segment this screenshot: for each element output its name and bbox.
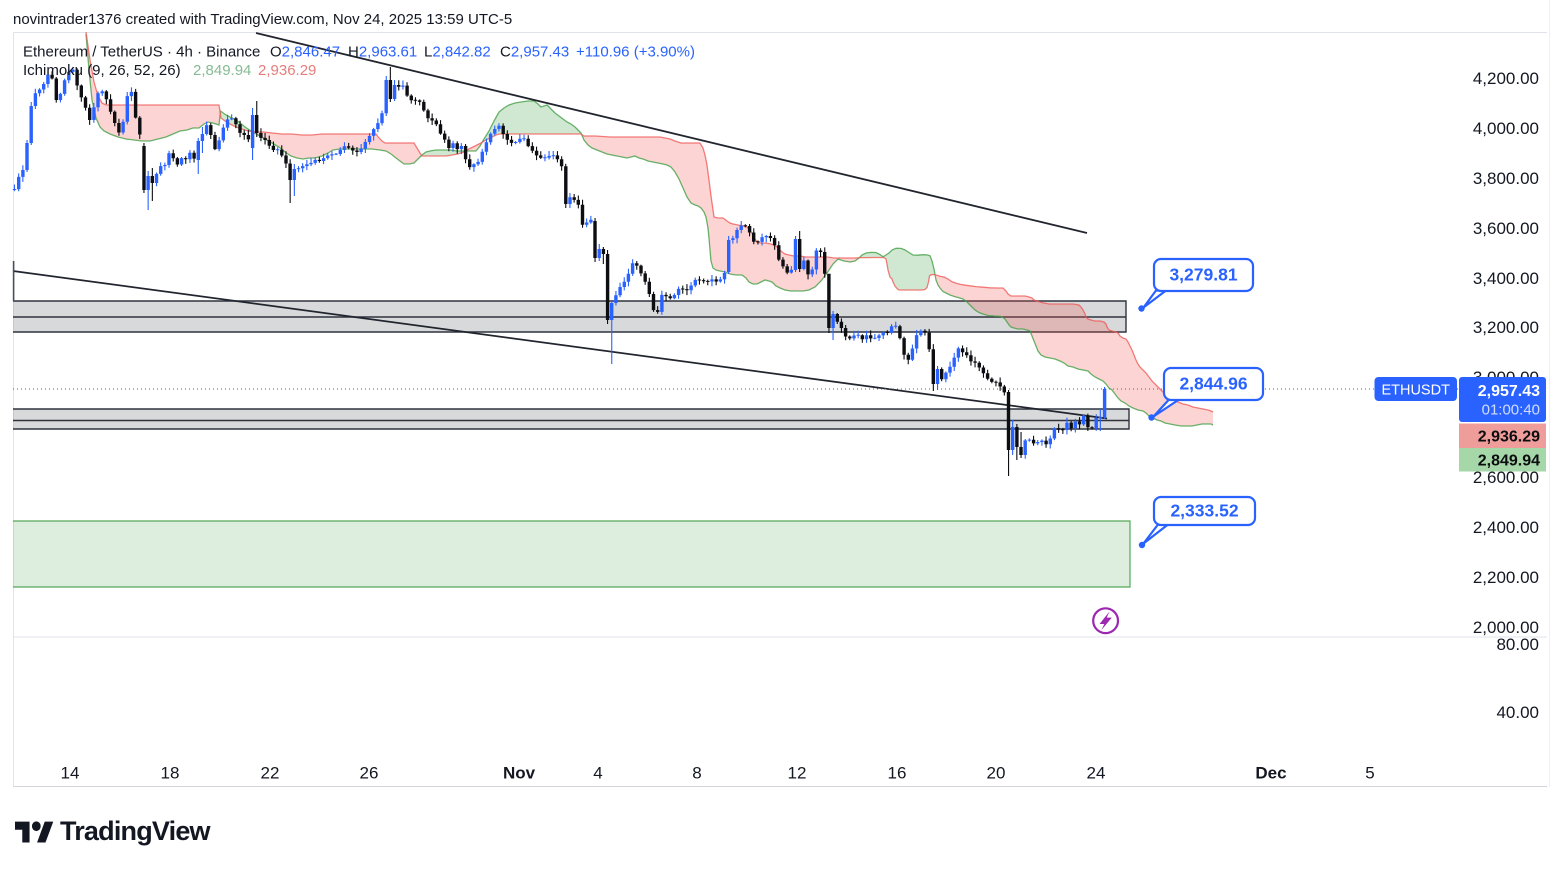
svg-text:16: 16 [888, 764, 907, 783]
svg-text:2,400.00: 2,400.00 [1473, 518, 1539, 537]
svg-text:2,844.96: 2,844.96 [1179, 374, 1247, 394]
svg-text:14: 14 [61, 764, 80, 783]
svg-text:3,400.00: 3,400.00 [1473, 269, 1539, 288]
svg-text:8: 8 [692, 764, 701, 783]
svg-text:TradingView: TradingView [60, 816, 212, 846]
svg-text:3,800.00: 3,800.00 [1473, 169, 1539, 188]
svg-text:2,000.00: 2,000.00 [1473, 618, 1539, 637]
svg-text:ETHUSDT: ETHUSDT [1381, 383, 1450, 399]
svg-text:4,000.00: 4,000.00 [1473, 119, 1539, 138]
svg-text:20: 20 [987, 764, 1006, 783]
svg-text:2,200.00: 2,200.00 [1473, 568, 1539, 587]
svg-text:O2,846.47: O2,846.47 [270, 44, 340, 61]
svg-text:novintrader1376 created with T: novintrader1376 created with TradingView… [13, 11, 512, 28]
svg-text:2,936.29: 2,936.29 [1478, 429, 1540, 446]
svg-text:4: 4 [593, 764, 602, 783]
svg-text:4,200.00: 4,200.00 [1473, 69, 1539, 88]
svg-text:2,849.94: 2,849.94 [1478, 453, 1540, 470]
svg-text:H2,963.61: H2,963.61 [348, 44, 417, 61]
svg-text:2,957.43: 2,957.43 [1478, 383, 1540, 400]
svg-text:Dec: Dec [1255, 764, 1286, 783]
svg-text:24: 24 [1087, 764, 1106, 783]
svg-text:2,936.29: 2,936.29 [258, 62, 316, 79]
svg-text:Nov: Nov [503, 764, 536, 783]
svg-text:2,849.94: 2,849.94 [193, 62, 251, 79]
svg-text:3,200.00: 3,200.00 [1473, 318, 1539, 337]
svg-text:26: 26 [360, 764, 379, 783]
svg-text:40.00: 40.00 [1496, 703, 1539, 722]
svg-text:3,600.00: 3,600.00 [1473, 219, 1539, 238]
svg-text:5: 5 [1365, 764, 1374, 783]
svg-text:+110.96 (+3.90%): +110.96 (+3.90%) [576, 44, 695, 61]
svg-text:12: 12 [788, 764, 807, 783]
svg-text:2,333.52: 2,333.52 [1170, 501, 1238, 521]
svg-text:22: 22 [261, 764, 280, 783]
svg-text:Ichimoku (9, 26, 52, 26): Ichimoku (9, 26, 52, 26) [23, 62, 181, 79]
svg-text:Ethereum / TetherUS · 4h · Bin: Ethereum / TetherUS · 4h · Binance [23, 44, 260, 61]
svg-text:18: 18 [161, 764, 180, 783]
svg-text:L2,842.82: L2,842.82 [424, 44, 491, 61]
svg-text:C2,957.43: C2,957.43 [500, 44, 569, 61]
svg-text:80.00: 80.00 [1496, 635, 1539, 654]
svg-text:01:00:40: 01:00:40 [1482, 402, 1540, 419]
svg-text:3,279.81: 3,279.81 [1169, 265, 1237, 285]
svg-text:2,600.00: 2,600.00 [1473, 468, 1539, 487]
